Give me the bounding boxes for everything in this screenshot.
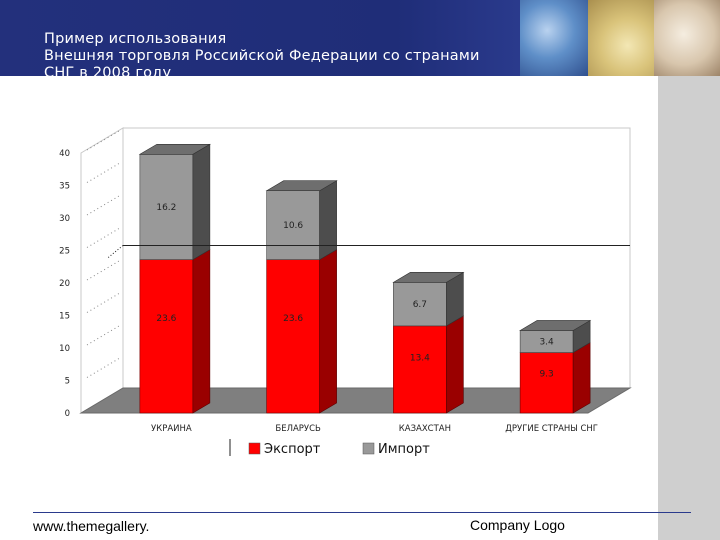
globe-photo [520,0,588,76]
data-label-export: 13.4 [410,354,430,364]
bar-import [139,153,194,260]
header-photo-collage [520,0,720,76]
x-category-label: УКРАИНА [151,424,192,434]
pen-photo [654,0,720,76]
data-label-export: 9.3 [539,370,553,380]
x-category-label: БЕЛАРУСЬ [275,424,321,434]
chart-svg: 0 5 10 15 20 25 30 35 40 23.6 16.2 УКРАИНА 23.6 10.6 Б… [59,127,632,457]
bar-import [266,190,320,260]
bar-export-side [572,342,591,414]
title-line-2: Внешняя торговля Российской Федерации со… [44,48,480,64]
y-tick-label: 30 [59,214,70,224]
y-tick-label: 35 [59,182,70,192]
y-tick-label: 40 [59,149,70,159]
data-label-import: 10.6 [283,221,303,231]
chart-area: 0 5 10 15 20 25 30 35 40 23.6 16.2 УКРАИНА 23.6 10.6 Б… [33,115,645,465]
bar-top [138,143,211,155]
data-label-import: 6.7 [413,300,427,310]
bar-export-side [319,249,337,414]
y-tick-label: 5 [65,377,70,387]
y-tick-label: 20 [59,279,70,289]
y-tick-label: 10 [59,344,70,354]
reference-line-side [106,245,124,259]
x-category-label: ДРУГИЕ СТРАНЫ СНГ [505,424,598,434]
bar-top [519,320,592,331]
legend-swatch [362,442,375,455]
y-tick-label: 15 [59,312,70,322]
bar-export [139,259,194,414]
data-label-import: 3.4 [539,338,554,348]
data-label-export: 23.6 [283,314,303,324]
title-line-3: СНГ в 2008 году [44,65,172,81]
legend-label: Импорт [378,442,430,457]
bar-top [392,272,465,283]
bar-import-side [192,143,211,261]
bar-top [265,180,338,191]
title-area: Пример использования Внешняя торговля Ро… [0,0,520,83]
x-category-label: КАЗАХСТАН [399,424,451,434]
footer-website[interactable]: www.themegallery. [33,518,150,534]
legend-label: Экспорт [264,442,321,457]
bar-import [393,282,447,327]
y-tick-label: 0 [65,409,70,419]
bar-import-side [319,180,337,261]
bar-export [266,259,320,414]
coins-photo [588,0,654,76]
side-panel [658,76,720,540]
footer-divider [33,512,691,513]
title-line-1: Пример использования [44,31,227,47]
header-banner [0,0,720,76]
data-label-import: 16.2 [156,203,176,213]
bar-export [519,352,574,414]
bar-export-side [446,315,464,414]
page-title: Пример использования Внешняя торговля Ро… [44,31,514,82]
data-label-export: 23.6 [156,314,176,324]
y-tick-label: 25 [59,247,70,257]
chart-side-wall [80,127,124,414]
company-logo-text: Company Logo [470,517,565,533]
legend-swatch [248,442,261,455]
bar-export [393,325,447,414]
bar-export-side [192,249,211,414]
